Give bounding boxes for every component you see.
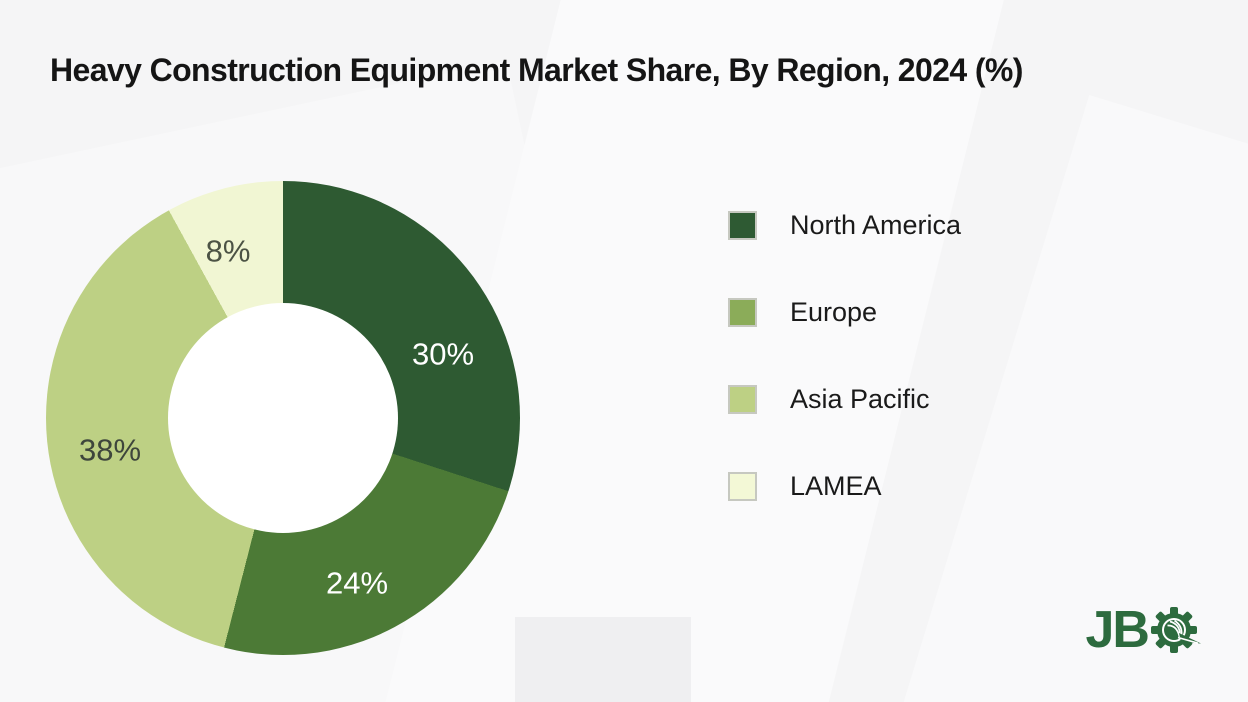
chart-legend: North America Europe Asia Pacific LAMEA (728, 210, 962, 501)
chart-title: Heavy Construction Equipment Market Shar… (50, 52, 1023, 88)
legend-item-north-america: North America (728, 210, 962, 240)
legend-swatch-lamea (728, 472, 757, 501)
slice-label-europe: 24% (325, 565, 389, 601)
legend-swatch-north-america (728, 211, 757, 240)
legend-item-europe: Europe (728, 297, 961, 327)
gear-globe-icon (1151, 607, 1201, 653)
slice-label-lamea: 8% (205, 233, 251, 269)
brand-logo: JB (1086, 604, 1202, 656)
background-shape (515, 617, 691, 702)
legend-label: Europe (790, 297, 878, 327)
legend-label: LAMEA (790, 471, 882, 501)
legend-label: Asia Pacific (790, 384, 930, 414)
donut-chart: 30% 24% 38% 8% (46, 181, 520, 655)
legend-item-asia-pacific: Asia Pacific (728, 384, 961, 414)
legend-label: North America (790, 210, 962, 240)
slice-label-asia-pacific: 38% (78, 432, 142, 468)
legend-item-lamea: LAMEA (728, 471, 961, 501)
logo-text: JB (1085, 601, 1151, 659)
legend-swatch-europe (728, 298, 757, 327)
donut-hole (168, 303, 398, 533)
slice-label-north-america: 30% (411, 336, 475, 372)
legend-swatch-asia-pacific (728, 385, 757, 414)
